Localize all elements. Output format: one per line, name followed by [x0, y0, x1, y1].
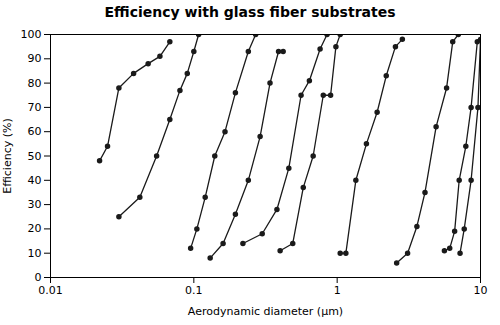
svg-text:30: 30: [28, 198, 42, 211]
svg-text:70: 70: [28, 101, 42, 114]
svg-text:0: 0: [35, 271, 42, 284]
svg-text:80: 80: [28, 77, 42, 90]
svg-text:Efficiency (%): Efficiency (%): [1, 118, 14, 194]
svg-text:10: 10: [474, 284, 488, 297]
svg-text:10: 10: [28, 247, 42, 260]
svg-text:40: 40: [28, 174, 42, 187]
svg-text:1: 1: [334, 284, 341, 297]
svg-text:50: 50: [28, 150, 42, 163]
svg-text:90: 90: [28, 52, 42, 65]
svg-text:0.1: 0.1: [185, 284, 203, 297]
svg-text:20: 20: [28, 222, 42, 235]
svg-text:Aerodynamic diameter (μm): Aerodynamic diameter (μm): [188, 305, 343, 318]
html-text:Efficiency with glass fiber su: Efficiency with glass fiber substrates: [104, 4, 396, 20]
svg-text:100: 100: [21, 28, 42, 41]
svg-text:60: 60: [28, 125, 42, 138]
svg-text:0.01: 0.01: [38, 284, 63, 297]
